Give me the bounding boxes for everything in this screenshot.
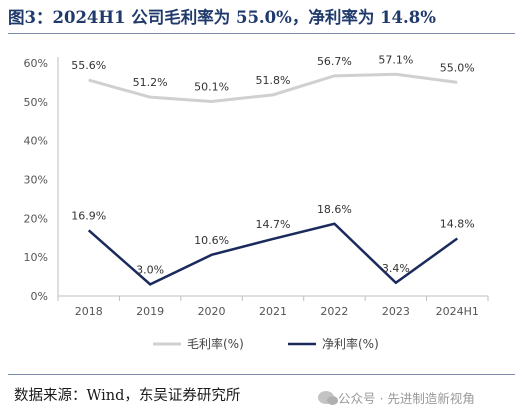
gross-margin-data-label: 51.2% — [133, 76, 168, 89]
source-note: 数据来源：Wind，东吴证券研究所 — [14, 388, 241, 404]
x-tick-label: 2019 — [136, 305, 164, 318]
net-margin-data-label: 18.6% — [317, 203, 352, 216]
y-tick-label: 20% — [24, 212, 48, 225]
x-tick-label: 2018 — [75, 305, 103, 318]
net-margin-data-label: 3.0% — [136, 263, 164, 276]
chart-data-labels: 55.6% 51.2% 50.1% 51.8% 56.7% 57.1% 55.0% 16.9%… — [71, 53, 475, 276]
net-margin-data-label: 16.9% — [71, 209, 106, 222]
net-margin-data-label: 3.4% — [382, 262, 410, 275]
y-tick-label: 60% — [24, 57, 48, 70]
y-tick-label: 50% — [24, 96, 48, 109]
legend-label-net: 净利率(%) — [322, 336, 379, 351]
gross-margin-data-label: 55.0% — [440, 61, 475, 74]
chart-axes: 0% 10% 20% 30% 40% 50% 60% 2018 2019 2020 2021 2022… — [24, 57, 489, 318]
chart-series — [87, 72, 459, 286]
x-tick-label: 2022 — [320, 305, 348, 318]
y-tick-label: 30% — [24, 174, 48, 187]
bottom-rule — [8, 374, 515, 375]
x-tick-label: 2024H1 — [436, 305, 479, 318]
gross-margin-data-label: 55.6% — [71, 59, 106, 72]
net-margin-data-label: 10.6% — [194, 234, 229, 247]
line-chart: 0% 10% 20% 30% 40% 50% 60% 2018 2019 2020 2021 2022… — [24, 53, 489, 351]
chart-legend: 毛利率(%) 净利率(%) — [153, 336, 379, 351]
legend-label-gross: 毛利率(%) — [187, 336, 244, 351]
gross-margin-data-label: 51.8% — [256, 74, 291, 87]
x-tick-label: 2021 — [259, 305, 287, 318]
y-tick-label: 0% — [31, 290, 48, 303]
watermark: 公众号 · 先进制造新视角 — [318, 388, 475, 407]
gross-margin-data-label: 50.1% — [194, 80, 229, 93]
wechat-icon — [318, 391, 338, 405]
net-margin-data-label: 14.7% — [256, 218, 291, 231]
top-rule — [8, 33, 515, 34]
x-tick-label: 2023 — [382, 305, 410, 318]
figure-title: 图3：2024H1 公司毛利率为 55.0%，净利率为 14.8% — [8, 8, 436, 27]
x-tick-label: 2020 — [198, 305, 226, 318]
y-tick-label: 40% — [24, 135, 48, 148]
y-tick-label: 10% — [24, 251, 48, 264]
gross-margin-data-label: 57.1% — [378, 53, 413, 66]
watermark-text: 公众号 · 先进制造新视角 — [338, 391, 475, 406]
gross-margin-data-label: 56.7% — [317, 55, 352, 68]
net-margin-data-label: 14.8% — [440, 218, 475, 231]
